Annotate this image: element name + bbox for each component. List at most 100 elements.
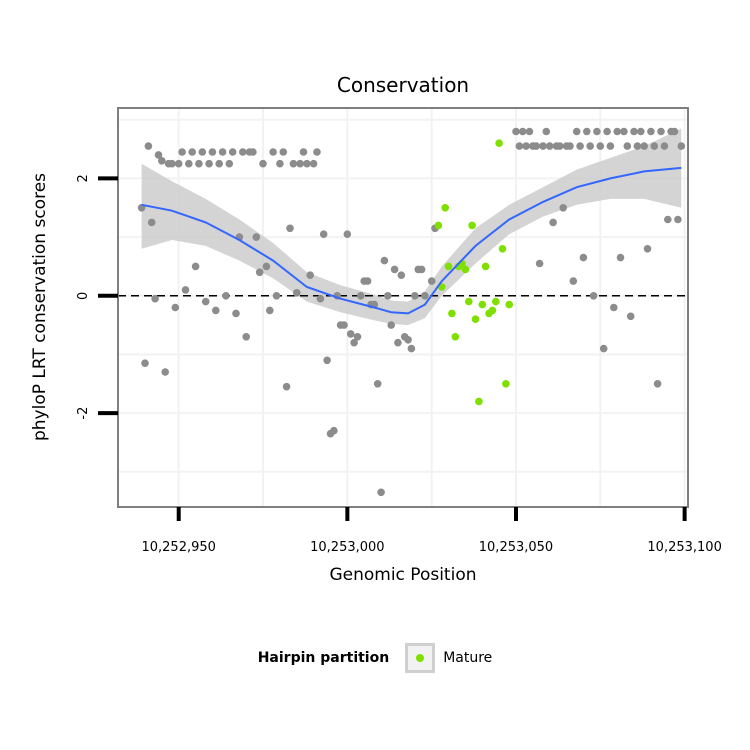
other-point xyxy=(522,142,530,150)
mature-point xyxy=(478,300,487,309)
other-point xyxy=(377,488,385,497)
other-point xyxy=(218,148,227,156)
other-point xyxy=(660,142,669,150)
other-point xyxy=(411,292,419,300)
other-point xyxy=(599,344,608,353)
other-point xyxy=(653,380,662,388)
smooth-line-layer xyxy=(141,166,682,315)
other-point xyxy=(559,204,567,212)
mature-point xyxy=(502,380,510,388)
other-point xyxy=(309,159,318,168)
chart-title: Conservation xyxy=(337,73,469,97)
x-tick-label: 10,253,100 xyxy=(647,540,721,555)
other-point xyxy=(394,338,402,347)
other-point xyxy=(259,159,267,168)
other-point xyxy=(549,218,557,227)
other-point xyxy=(637,127,645,136)
mature-point xyxy=(451,333,460,341)
other-point xyxy=(306,271,315,280)
other-point xyxy=(319,230,328,238)
other-point xyxy=(343,230,352,238)
y-axis-label: phyloP LRT conservation scores xyxy=(30,173,50,441)
other-point xyxy=(630,127,638,136)
other-point xyxy=(545,142,554,150)
mature-point xyxy=(468,221,476,230)
other-point xyxy=(191,262,200,271)
other-point xyxy=(228,148,237,156)
other-point xyxy=(316,294,325,303)
mature-point xyxy=(471,315,480,324)
other-point xyxy=(289,159,298,168)
other-point xyxy=(205,159,213,168)
legend-key-mature xyxy=(405,643,436,673)
mature-point xyxy=(505,300,513,309)
other-point xyxy=(353,333,362,341)
other-point xyxy=(397,271,406,280)
other-point xyxy=(296,159,304,168)
y-tick-label: -2 xyxy=(76,407,91,420)
other-point xyxy=(168,159,176,168)
x-axis-label: Genomic Position xyxy=(329,565,476,585)
other-point xyxy=(151,294,159,303)
other-point xyxy=(535,259,544,268)
mature-point xyxy=(492,297,500,306)
other-point xyxy=(566,142,574,150)
smooth-line xyxy=(141,166,682,315)
mature-point xyxy=(444,262,453,271)
axes-layer: 10,252,950 10,253,000 10,253,050 10,253,100… xyxy=(76,174,722,555)
other-point xyxy=(242,333,250,341)
other-point xyxy=(174,159,183,168)
other-point xyxy=(623,142,632,150)
other-point xyxy=(201,297,210,306)
legend-dot-mature xyxy=(416,654,425,662)
other-point xyxy=(407,344,416,353)
other-point xyxy=(188,148,196,156)
x-tick-label: 10,253,050 xyxy=(479,540,553,555)
mature-point xyxy=(448,309,456,318)
other-point xyxy=(593,127,601,136)
other-point xyxy=(657,127,665,136)
y-tick-label: 2 xyxy=(76,174,91,182)
other-point xyxy=(606,142,615,150)
other-point xyxy=(525,127,534,136)
mature-point xyxy=(465,297,473,306)
legend-title: Hairpin partition xyxy=(257,650,390,666)
other-point xyxy=(154,151,163,159)
other-point xyxy=(579,253,588,262)
other-point xyxy=(532,142,540,150)
other-point xyxy=(674,215,682,224)
other-point xyxy=(215,159,223,168)
legend: Hairpin partition Mature xyxy=(0,638,750,678)
other-point xyxy=(276,159,284,168)
other-point xyxy=(222,292,230,300)
other-point xyxy=(269,148,277,156)
other-point xyxy=(195,159,203,168)
other-point xyxy=(286,224,294,233)
other-point xyxy=(583,127,591,136)
other-point xyxy=(421,292,429,300)
other-point xyxy=(613,127,621,136)
other-point xyxy=(596,142,605,150)
mature-point xyxy=(495,139,503,147)
other-point xyxy=(626,312,635,321)
other-point xyxy=(346,330,355,338)
other-point xyxy=(586,142,594,150)
other-point xyxy=(357,292,365,300)
other-point xyxy=(556,142,564,150)
other-point xyxy=(239,148,247,156)
other-point xyxy=(266,306,274,315)
other-point xyxy=(417,265,426,274)
other-point xyxy=(427,277,436,285)
other-point xyxy=(232,309,240,318)
other-point xyxy=(299,148,308,156)
confidence-band xyxy=(141,128,682,326)
other-point xyxy=(249,148,257,156)
other-point xyxy=(569,277,578,285)
mature-point xyxy=(461,265,470,274)
other-point xyxy=(616,253,625,262)
other-point xyxy=(282,382,291,391)
mature-point xyxy=(475,397,483,406)
other-point xyxy=(141,359,149,368)
mature-point xyxy=(488,306,497,315)
